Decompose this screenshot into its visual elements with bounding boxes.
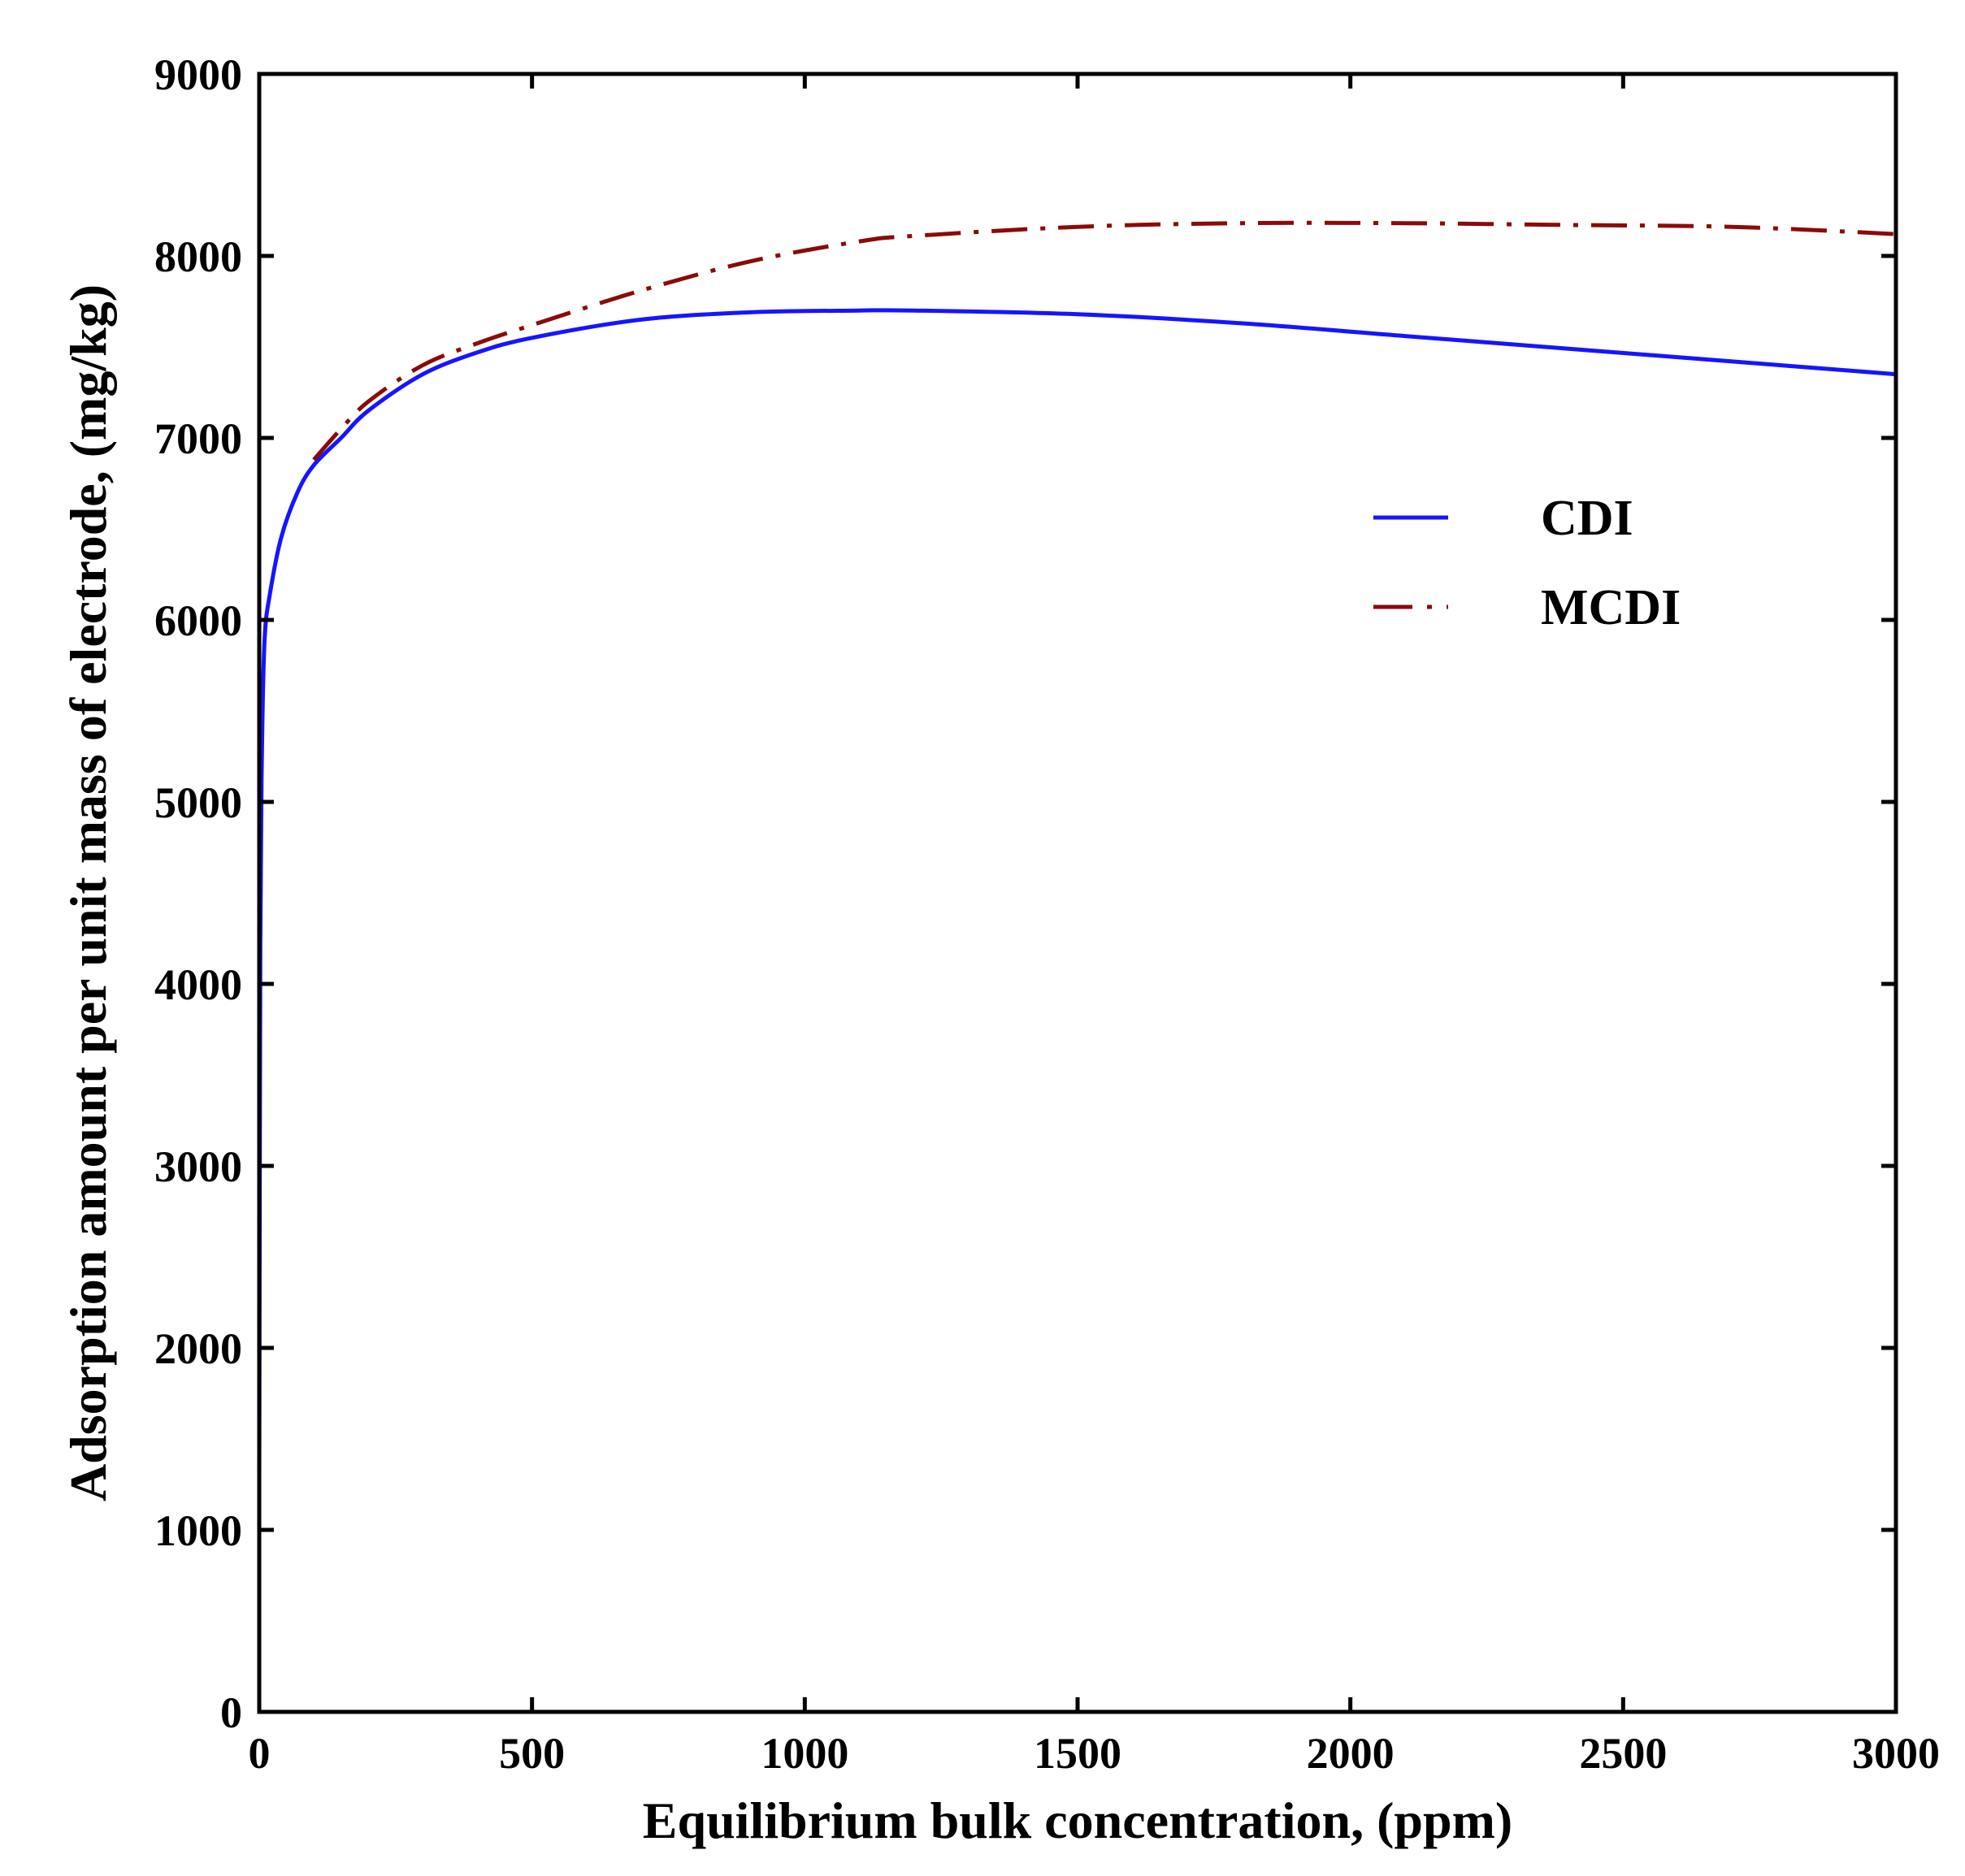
y-tick-label: 7000 bbox=[154, 414, 242, 463]
y-tick-label: 6000 bbox=[154, 596, 242, 645]
x-tick-label: 1000 bbox=[761, 1729, 848, 1778]
x-tick-label: 0 bbox=[249, 1729, 271, 1778]
y-tick-label: 3000 bbox=[154, 1142, 242, 1191]
x-tick-label: 500 bbox=[499, 1729, 565, 1778]
y-tick-labels: 0 1000 2000 3000 4000 5000 6000 7000 8000 9000 bbox=[154, 50, 242, 1737]
x-tick-label: 2000 bbox=[1307, 1729, 1395, 1778]
y-tick-label: 0 bbox=[220, 1688, 242, 1737]
legend: CDI MCDI bbox=[1373, 491, 1681, 635]
y-tick-label: 9000 bbox=[154, 50, 242, 99]
x-tick-label: 3000 bbox=[1852, 1729, 1940, 1778]
y-tick-label: 5000 bbox=[154, 778, 242, 827]
series-line-cdi bbox=[257, 308, 1897, 1475]
y-tick-label: 1000 bbox=[154, 1506, 242, 1555]
y-tick-label: 8000 bbox=[154, 232, 242, 281]
y-tick-label: 4000 bbox=[154, 960, 242, 1009]
y-axis-title: Adsorption amount per unit mass of elect… bbox=[59, 284, 117, 1501]
y-tick-label: 2000 bbox=[154, 1324, 242, 1373]
legend-label-mcdi: MCDI bbox=[1541, 580, 1681, 635]
x-axis-title: Equilibrium bulk concentration, (ppm) bbox=[643, 1792, 1512, 1849]
series-layer bbox=[257, 220, 1897, 1475]
x-tick-labels: 0 500 1000 1500 2000 2500 3000 bbox=[249, 1729, 1941, 1778]
tick-layer bbox=[257, 71, 1898, 1714]
x-tick-label: 1500 bbox=[1034, 1729, 1121, 1778]
series-line-mcdi bbox=[312, 220, 1897, 461]
legend-label-cdi: CDI bbox=[1541, 491, 1633, 546]
x-tick-label: 2500 bbox=[1579, 1729, 1667, 1778]
